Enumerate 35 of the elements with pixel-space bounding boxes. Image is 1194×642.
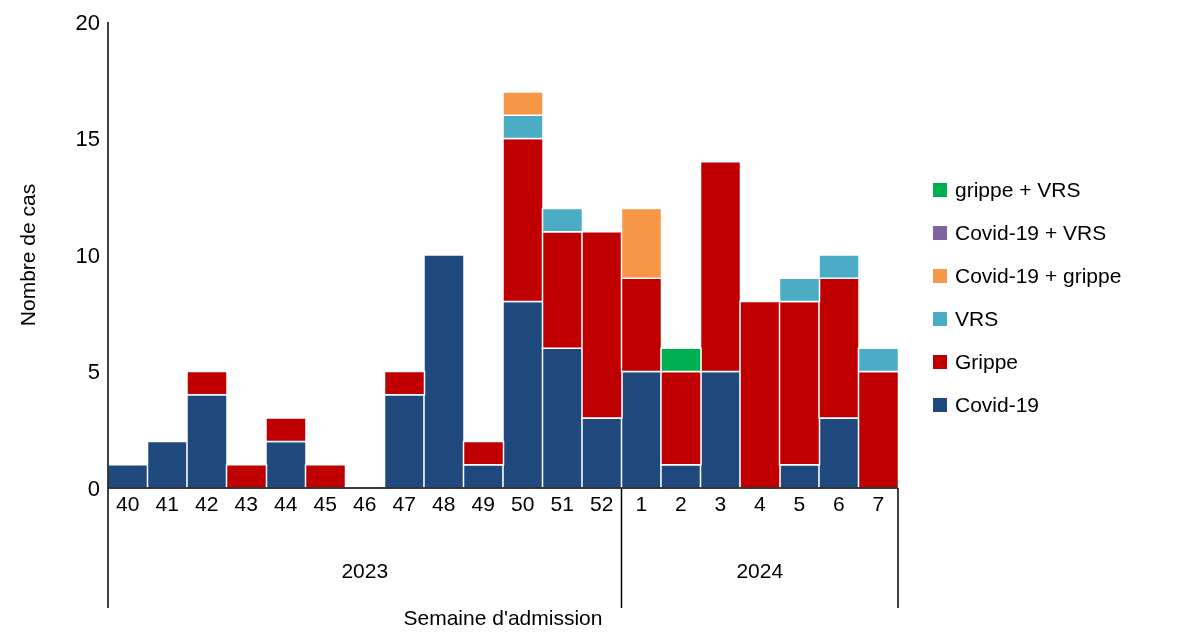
legend-label: Covid-19 + VRS <box>955 221 1107 245</box>
x-tick-label: 1 <box>635 491 648 515</box>
legend-label: Covid-19 <box>955 393 1040 417</box>
text: 2024 <box>736 559 784 582</box>
x-tick-label: 3 <box>714 491 727 515</box>
x-tick-label: 41 <box>155 491 179 515</box>
x-tick-label: 48 <box>432 491 456 515</box>
x-tick-label: 40 <box>116 491 140 515</box>
x-tick-label: 52 <box>590 491 614 515</box>
x-tick-label: 49 <box>471 491 495 515</box>
x-tick-label: 45 <box>313 491 337 515</box>
x-tick-label: 43 <box>234 491 258 515</box>
x-tick-label: 7 <box>872 491 885 515</box>
y-tick-label: 5 <box>87 359 100 385</box>
y-tick-label: 0 <box>87 475 100 501</box>
text: 2023 <box>341 559 389 582</box>
x-tick-label: 46 <box>353 491 377 515</box>
legend-label: Grippe <box>955 350 1019 374</box>
y-axis-title: Nombre de cas <box>16 183 40 327</box>
x-tick-label: 5 <box>793 491 806 515</box>
x-tick-label: 47 <box>392 491 416 515</box>
y-tick-label: 10 <box>75 242 100 268</box>
x-tick-label: 4 <box>753 491 766 515</box>
x-tick-label: 50 <box>511 491 535 515</box>
x-tick-label: 6 <box>832 491 845 515</box>
x-tick-label: 42 <box>195 491 219 515</box>
x-tick-label: 51 <box>550 491 574 515</box>
legend-label: grippe + VRS <box>955 178 1081 202</box>
x-tick-label: 2 <box>674 491 687 515</box>
x-axis-title: Semaine d'admission <box>402 606 604 630</box>
y-tick-label: 15 <box>75 126 100 152</box>
x-tick-label: 44 <box>274 491 298 515</box>
legend-label: Covid-19 + grippe <box>955 264 1122 288</box>
y-tick-label: 20 <box>75 9 100 35</box>
legend-label: VRS <box>955 307 999 331</box>
